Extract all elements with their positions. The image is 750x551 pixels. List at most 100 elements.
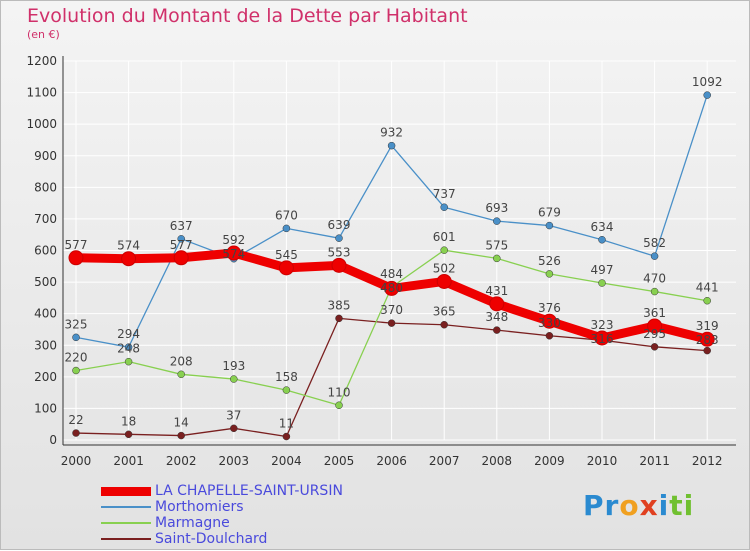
data-point [650,252,659,260]
data-point [440,203,448,211]
data-label: 316 [591,332,614,346]
data-label: 11 [279,417,294,431]
legend-item: Saint-Doulchard [101,532,267,547]
data-point [335,234,343,242]
data-label: 376 [538,301,561,315]
data-point [541,313,557,329]
data-label: 932 [380,126,403,140]
data-label: 325 [65,317,88,331]
y-tick-label: 600 [34,244,57,258]
data-label: 385 [328,298,351,312]
y-tick-label: 1200 [26,54,57,68]
data-label: 484 [380,267,403,281]
chart-title: Evolution du Montant de la Dette par Hab… [27,5,468,27]
data-point [650,343,659,351]
data-label: 431 [485,284,508,298]
data-label: 283 [696,333,719,347]
data-point [173,250,189,266]
y-tick-label: 100 [34,401,57,415]
data-label: 22 [68,413,83,427]
data-point [545,221,554,230]
data-point [230,375,238,383]
data-label: 158 [275,370,298,384]
data-point [493,217,501,225]
y-tick-label: 200 [34,370,57,384]
data-point [440,246,448,254]
data-point [598,279,606,287]
data-label: 575 [485,238,508,252]
data-label: 637 [170,219,193,233]
data-point [703,296,711,305]
x-tick-label: 2010 [587,454,618,468]
data-label: 545 [275,248,298,262]
data-label: 110 [328,385,351,399]
x-tick-label: 2009 [534,454,565,468]
x-tick-label: 2003 [219,454,250,468]
data-point [387,319,396,327]
data-point [282,386,291,394]
data-point [703,346,711,355]
data-label: 348 [485,310,508,324]
proxiti-logo: Proxiti [583,489,695,522]
x-tick-label: 2005 [324,454,355,468]
data-point [440,320,448,329]
data-label: 208 [170,354,193,368]
data-point [177,431,185,440]
data-point [282,432,291,441]
x-tick-label: 2000 [61,454,92,468]
data-label: 526 [538,254,561,268]
y-tick-label: 500 [34,275,57,289]
data-point [703,91,711,99]
x-tick-label: 2007 [429,454,460,468]
legend-item: LA CHAPELLE-SAINT-URSIN [101,484,343,499]
data-point [335,401,343,410]
chart-subtitle: (en €) [27,28,60,41]
data-label: 639 [328,218,351,232]
legend-label: Marmagne [155,515,230,531]
data-point [545,332,554,340]
data-point [121,251,137,267]
legend-item: Marmagne [101,516,230,531]
data-point [72,429,80,437]
data-point [177,370,185,379]
data-label: 574 [222,247,245,261]
data-label: 193 [222,359,245,373]
data-label: 592 [222,233,245,247]
y-tick-label: 0 [49,433,57,447]
data-label: 220 [65,351,88,365]
data-label: 737 [433,187,456,201]
data-label: 480 [380,281,403,295]
x-tick-label: 2001 [113,454,144,468]
data-label: 679 [538,206,561,220]
data-point [331,257,347,273]
y-tick-label: 300 [34,338,57,352]
data-label: 370 [380,303,403,317]
data-label: 693 [485,201,508,215]
data-point [387,141,396,150]
data-point [72,366,80,375]
data-label: 470 [643,272,666,286]
x-tick-label: 2004 [271,454,302,468]
x-tick-label: 2011 [639,454,670,468]
data-label: 634 [591,220,614,234]
data-point [226,245,242,261]
x-tick-label: 2012 [692,454,723,468]
legend-item: Morthomiers [101,500,244,515]
data-point [594,330,610,346]
y-tick-label: 900 [34,149,57,163]
data-label: 577 [170,238,193,252]
data-label: 294 [117,327,140,341]
data-label: 323 [591,318,614,332]
data-point [699,331,715,347]
data-point [177,235,185,243]
data-label: 365 [433,305,456,319]
data-point [436,273,452,289]
data-label: 248 [117,342,140,356]
data-point [124,430,133,439]
x-tick-label: 2006 [376,454,407,468]
legend-label: LA CHAPELLE-SAINT-URSIN [155,483,343,499]
data-label: 361 [643,306,666,320]
legend-label: Morthomiers [155,499,244,515]
data-label: 1092 [692,75,723,89]
y-tick-label: 400 [34,307,57,321]
